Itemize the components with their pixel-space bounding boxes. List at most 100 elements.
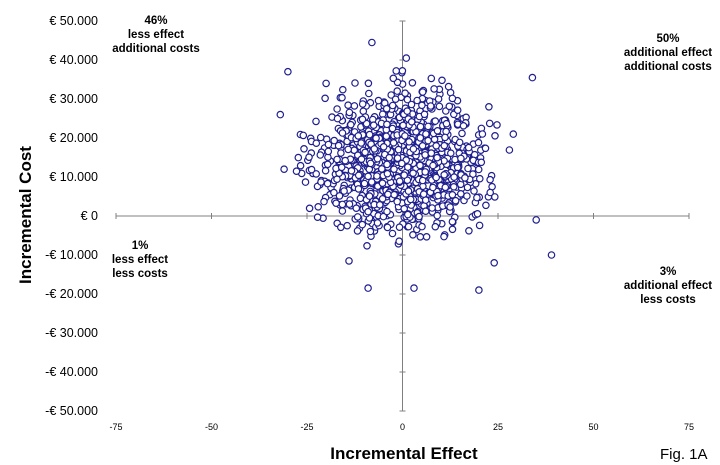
data-point — [486, 175, 494, 184]
data-point — [434, 95, 443, 103]
data-point — [338, 200, 347, 209]
data-point — [388, 101, 397, 110]
data-point — [357, 155, 366, 164]
data-point — [547, 251, 556, 259]
data-point — [378, 179, 387, 188]
data-point — [382, 104, 391, 113]
data-point — [421, 168, 430, 176]
data-point — [398, 67, 407, 75]
data-point — [383, 160, 391, 169]
data-point — [385, 153, 394, 162]
data-point — [416, 233, 425, 241]
quadrant-line1: additional effect — [623, 47, 713, 59]
data-point — [404, 222, 413, 231]
x-tick-label: 0 — [400, 422, 405, 432]
data-point — [405, 138, 413, 146]
data-point — [410, 284, 418, 292]
data-point — [358, 220, 367, 229]
data-point — [356, 194, 365, 203]
data-point — [421, 207, 430, 216]
quadrant-percent: 50% — [656, 33, 680, 45]
data-point — [344, 101, 352, 110]
data-point — [424, 136, 432, 145]
data-point — [477, 158, 486, 167]
x-tick-label: 50 — [588, 422, 598, 432]
data-point — [360, 179, 369, 188]
data-point — [324, 140, 333, 149]
data-point — [418, 176, 427, 185]
quadrant-line2: less costs — [112, 268, 168, 280]
data-point — [400, 204, 409, 213]
data-point — [334, 141, 343, 150]
data-point — [340, 187, 348, 195]
quadrant-percent: 1% — [131, 240, 149, 252]
data-point — [419, 190, 428, 198]
data-point — [406, 195, 415, 204]
data-point — [280, 165, 288, 174]
data-point — [505, 146, 514, 154]
data-point — [424, 122, 432, 131]
data-point — [442, 127, 450, 136]
data-point — [402, 54, 411, 62]
data-point — [446, 149, 455, 158]
data-point — [364, 172, 372, 181]
y-tick-label: € 50.000 — [49, 14, 98, 28]
data-point — [364, 284, 372, 292]
data-point — [493, 121, 501, 129]
quadrant-percent: 46% — [144, 15, 168, 27]
data-point — [451, 196, 460, 205]
data-point — [345, 200, 354, 208]
data-point — [307, 165, 316, 174]
x-tick-label: 75 — [684, 422, 694, 432]
data-point — [465, 227, 473, 235]
data-point — [383, 120, 391, 129]
data-point — [474, 165, 483, 174]
data-point — [418, 142, 427, 150]
data-point — [469, 170, 477, 178]
data-point — [323, 160, 332, 169]
data-point — [397, 159, 406, 168]
data-point — [276, 110, 285, 119]
quadrant-label-top-left: 46% less effect additional costs — [100, 14, 212, 56]
data-point — [434, 191, 442, 200]
data-point — [312, 139, 321, 148]
data-point — [416, 161, 424, 170]
data-point — [441, 133, 449, 142]
data-point — [379, 212, 388, 221]
quadrant-label-bottom-left: 1% less effect less costs — [100, 239, 180, 281]
data-point — [444, 82, 453, 91]
data-point — [388, 229, 397, 238]
y-tick-label: € 30.000 — [49, 92, 98, 106]
data-point — [440, 171, 449, 179]
data-point — [330, 188, 338, 197]
data-point — [449, 183, 458, 191]
data-point — [481, 144, 490, 153]
quadrant-line1: additional effect — [623, 280, 713, 292]
data-point — [375, 201, 384, 209]
data-point — [390, 190, 399, 199]
data-point — [389, 139, 398, 147]
data-point — [296, 161, 305, 170]
data-point — [457, 154, 465, 163]
y-tick-label: -€ 20.000 — [45, 287, 98, 301]
data-point — [373, 155, 382, 163]
data-point — [470, 187, 478, 195]
data-point — [333, 105, 341, 113]
data-point — [416, 122, 425, 131]
data-point — [432, 173, 441, 182]
y-axis-label: Incremental Cost — [16, 146, 35, 284]
data-point — [383, 207, 391, 216]
data-point — [442, 119, 451, 128]
data-point — [365, 130, 374, 139]
data-point — [367, 178, 376, 186]
data-point — [366, 159, 375, 168]
data-point — [337, 163, 346, 172]
data-point — [432, 142, 441, 150]
quadrant-percent: 3% — [659, 266, 677, 278]
data-point — [393, 154, 402, 162]
data-point — [528, 73, 537, 82]
data-point — [440, 232, 448, 241]
data-point — [353, 227, 362, 235]
data-point — [374, 96, 383, 105]
